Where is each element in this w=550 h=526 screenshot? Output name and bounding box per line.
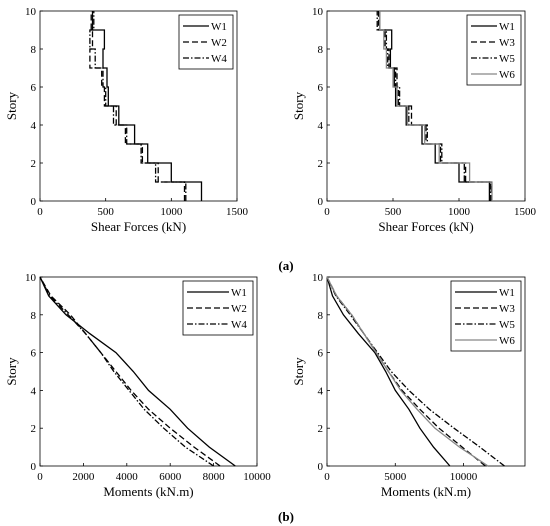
y-axis-label: Story bbox=[4, 357, 19, 386]
y-tick-label: 10 bbox=[312, 6, 324, 18]
legend-label-w3: W3 bbox=[499, 37, 515, 49]
legend-label-w1: W1 bbox=[211, 21, 227, 33]
legend-label-w1: W1 bbox=[499, 287, 515, 299]
legend-label-w5: W5 bbox=[499, 53, 515, 65]
x-tick-label: 1000 bbox=[160, 206, 183, 218]
legend: W1 W2 W4 bbox=[178, 14, 234, 70]
legend-label-w6: W6 bbox=[499, 335, 515, 347]
y-tick-label: 0 bbox=[31, 461, 37, 473]
legend: W1 W3 W5 W6 bbox=[466, 14, 522, 86]
series-line-w6 bbox=[379, 11, 493, 201]
series-line-w1 bbox=[326, 276, 451, 467]
y-tick-label: 2 bbox=[318, 158, 324, 170]
x-tick-label: 0 bbox=[37, 206, 43, 218]
legend-label-w3: W3 bbox=[499, 303, 515, 315]
y-tick-label: 0 bbox=[318, 196, 324, 208]
legend-label-w4: W4 bbox=[231, 319, 247, 331]
series-line-w4 bbox=[39, 276, 214, 467]
x-tick-label: 2000 bbox=[72, 471, 95, 483]
y-tick-label: 2 bbox=[31, 423, 37, 435]
legend-label-w5: W5 bbox=[499, 319, 515, 331]
x-tick-label: 0 bbox=[324, 206, 330, 218]
shear-forces-chart-right: 0 500 1000 1500 0 2 4 6 8 10 Shear Forces (kN) Stor… bbox=[291, 6, 537, 234]
y-tick-label: 4 bbox=[318, 385, 324, 397]
legend: W1 W3 W5 W6 bbox=[450, 280, 522, 352]
y-tick-label: 8 bbox=[318, 310, 324, 322]
x-tick-label: 6000 bbox=[159, 471, 182, 483]
series-line-w4 bbox=[89, 11, 187, 201]
y-axis-label: Story bbox=[291, 357, 306, 386]
legend-label-w4: W4 bbox=[211, 53, 227, 65]
legend-box bbox=[466, 14, 522, 86]
series-line-w6 bbox=[326, 276, 489, 467]
shear-forces-chart-left: 0 500 1000 1500 0 2 4 6 8 10 Shear Forces (kN) Stor… bbox=[4, 6, 249, 234]
x-tick-label: 4000 bbox=[116, 471, 139, 483]
x-tick-label: 8000 bbox=[203, 471, 226, 483]
axes-box bbox=[326, 276, 526, 467]
y-tick-label: 2 bbox=[31, 158, 37, 170]
x-axis-label: Shear Forces (kN) bbox=[91, 219, 186, 234]
x-tick-label: 500 bbox=[97, 206, 114, 218]
axes-box bbox=[39, 276, 258, 467]
axes-box bbox=[326, 10, 526, 202]
x-axis-label: Moments (kN.m) bbox=[103, 484, 193, 499]
x-tick-label: 0 bbox=[37, 471, 43, 483]
y-axis-label: Story bbox=[291, 91, 306, 120]
y-tick-label: 6 bbox=[318, 348, 324, 360]
x-tick-label: 1000 bbox=[448, 206, 471, 218]
x-tick-label: 1500 bbox=[226, 206, 249, 218]
legend-box bbox=[450, 280, 522, 352]
y-tick-label: 8 bbox=[31, 310, 37, 322]
x-tick-label: 10000 bbox=[450, 471, 478, 483]
y-tick-label: 6 bbox=[31, 348, 37, 360]
moments-chart-left: 0 2000 4000 6000 8000 10000 0 2 4 6 8 10 Moments (kN… bbox=[4, 272, 271, 499]
y-tick-label: 8 bbox=[31, 44, 37, 56]
y-tick-label: 10 bbox=[25, 6, 37, 18]
series-line-w1 bbox=[39, 276, 236, 467]
y-tick-label: 10 bbox=[312, 272, 324, 284]
panel-label-b: (b) bbox=[278, 509, 294, 524]
x-axis-label: Moments (kN.m) bbox=[381, 484, 471, 499]
y-tick-label: 2 bbox=[318, 423, 324, 435]
y-tick-label: 6 bbox=[31, 82, 37, 94]
y-tick-label: 4 bbox=[31, 385, 37, 397]
y-tick-label: 4 bbox=[31, 120, 37, 132]
legend-label-w1: W1 bbox=[499, 21, 515, 33]
legend-label-w6: W6 bbox=[499, 69, 515, 81]
y-tick-label: 0 bbox=[318, 461, 324, 473]
x-tick-label: 10000 bbox=[243, 471, 271, 483]
axes-box bbox=[39, 10, 238, 202]
x-tick-label: 500 bbox=[385, 206, 402, 218]
y-tick-label: 8 bbox=[318, 44, 324, 56]
y-tick-label: 10 bbox=[25, 272, 37, 284]
x-tick-label: 0 bbox=[324, 471, 330, 483]
moments-chart-right: 0 5000 10000 0 2 4 6 8 10 Moments (kN.m) Story W1 W3… bbox=[291, 272, 526, 499]
legend-label-w2: W2 bbox=[231, 303, 247, 315]
y-tick-label: 0 bbox=[31, 196, 37, 208]
legend-label-w2: W2 bbox=[211, 37, 227, 49]
panel-label-a: (a) bbox=[278, 258, 293, 273]
y-axis-label: Story bbox=[4, 91, 19, 120]
x-axis-label: Shear Forces (kN) bbox=[378, 219, 473, 234]
legend: W1 W2 W4 bbox=[182, 280, 254, 336]
y-tick-label: 6 bbox=[318, 82, 324, 94]
x-tick-label: 1500 bbox=[514, 206, 537, 218]
y-tick-label: 4 bbox=[318, 120, 324, 132]
x-tick-label: 5000 bbox=[384, 471, 407, 483]
legend-label-w1: W1 bbox=[231, 287, 247, 299]
